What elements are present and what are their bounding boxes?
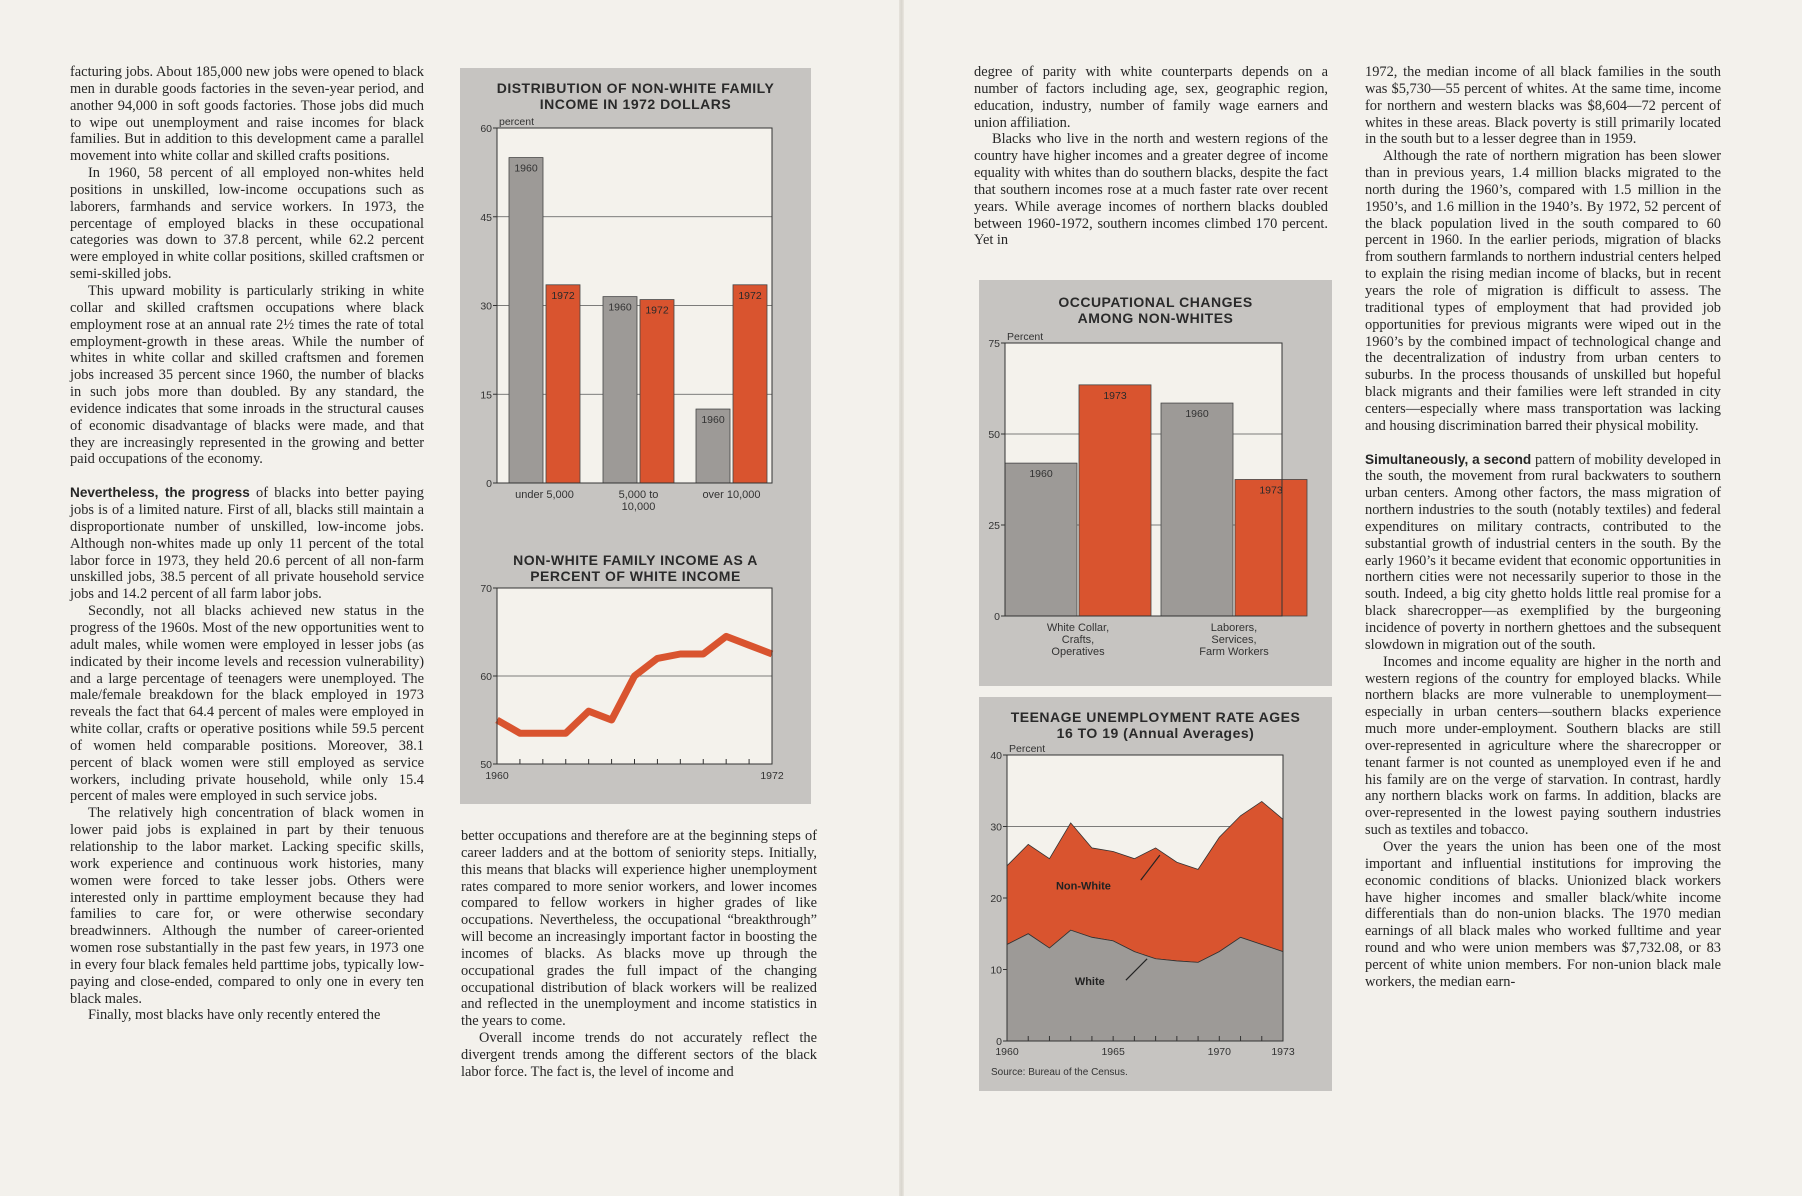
bar-label: 1960 <box>701 414 725 426</box>
bar-1972 <box>639 299 675 484</box>
bar-label: 1972 <box>551 290 575 302</box>
y-tick-label: 30 <box>990 822 1002 834</box>
label-pointer <box>1140 854 1161 881</box>
y-axis-label: percent <box>499 116 534 128</box>
paragraph: Over the years the union has been one of… <box>1365 838 1721 990</box>
category-label: Services, <box>1211 634 1256 646</box>
y-tick-label: 25 <box>988 520 1000 532</box>
y-tick-label: 20 <box>990 893 1002 905</box>
chart-title: OCCUPATIONAL CHANGES AMONG NON-WHITES <box>1058 294 1253 326</box>
x-tick-label: 1960 <box>485 770 509 782</box>
chart-panel-occupational: OCCUPATIONAL CHANGES AMONG NON-WHITES 0 2… <box>979 280 1332 686</box>
paragraph: Nevertheless, the progress of blacks int… <box>70 485 424 603</box>
category-label: 5,000 to <box>619 489 659 501</box>
paragraph: facturing jobs. About 185,000 new jobs w… <box>70 64 424 165</box>
x-tick-label: 1960 <box>995 1046 1019 1058</box>
text-column-4: 1972, the median income of all black fam… <box>1365 64 1721 991</box>
paragraph: Secondly, not all blacks achieved new st… <box>70 603 424 805</box>
y-tick-label: 45 <box>480 212 492 224</box>
bar-1960 <box>1004 462 1078 617</box>
paragraph: 1972, the median income of all black fam… <box>1365 64 1721 148</box>
category-label: Laborers, <box>1211 622 1257 634</box>
category-label: Farm Workers <box>1199 646 1269 658</box>
chart-title: NON-WHITE FAMILY INCOME AS A PERCENT OF … <box>513 552 758 584</box>
plot-border <box>496 127 773 484</box>
bar-label: 1960 <box>608 302 632 314</box>
text-column-3: degree of parity with white counterparts… <box>974 64 1328 249</box>
category-label: Crafts, <box>1062 634 1094 646</box>
paragraph: Simultaneously, a second pattern of mobi… <box>1365 451 1721 653</box>
y-tick-label: 75 <box>988 338 1000 350</box>
bar-1960 <box>695 408 731 484</box>
bar-1960 <box>1160 402 1234 617</box>
plot-border <box>496 587 773 765</box>
occupational-changes-chart: 0 25 50 75 Percent 1960 1973 White Collar,Craft… <box>988 331 1308 658</box>
teenage-unemployment-chart: 0 10 20 30 40 Percent 1960 1965 1970 1973 Non-Whit… <box>990 743 1295 1078</box>
y-tick-label: 60 <box>480 123 492 135</box>
y-tick-label: 30 <box>480 301 492 313</box>
label-pointer <box>1125 958 1148 981</box>
y-axis-label: Percent <box>1007 331 1043 343</box>
y-tick-label: 15 <box>480 389 492 401</box>
text-column-1: facturing jobs. About 185,000 new jobs w… <box>70 64 424 1024</box>
y-tick-label: 0 <box>996 1036 1002 1048</box>
category-label: 10,000 <box>622 501 656 513</box>
bar-1973 <box>1234 479 1308 617</box>
series-label-white: White <box>1075 976 1105 988</box>
y-axis-label: Percent <box>1009 743 1045 755</box>
bar-label: 1973 <box>1103 390 1127 402</box>
y-tick-label: 60 <box>480 671 492 683</box>
bar-1972 <box>545 284 581 484</box>
paragraph: In 1960, 58 percent of all employed non-… <box>70 165 424 283</box>
y-tick-label: 0 <box>994 611 1000 623</box>
chart-panel-teenage-unemployment: TEENAGE UNEMPLOYMENT RATE AGES 16 TO 19 … <box>979 697 1332 1091</box>
paragraph: Blacks who live in the north and western… <box>974 131 1328 249</box>
bar-1960 <box>602 296 638 484</box>
paragraph: Incomes and income equality are higher i… <box>1365 653 1721 839</box>
bar-1973 <box>1078 384 1152 617</box>
plot-border <box>1006 754 1284 1042</box>
chart-title: DISTRIBUTION OF NON-WHITE FAMILY INCOME … <box>496 80 775 112</box>
paragraph: better occupations and therefore are at … <box>461 828 817 1030</box>
bar-label: 1972 <box>738 290 762 302</box>
page-spine <box>899 0 904 1196</box>
plot-border <box>1004 342 1283 617</box>
bar-label: 1960 <box>1185 408 1209 420</box>
bar-1972 <box>732 284 768 484</box>
x-tick-label: 1970 <box>1208 1046 1232 1058</box>
x-tick-label: 1973 <box>1271 1046 1295 1058</box>
bar-label: 1973 <box>1259 485 1283 497</box>
run-in-heading: Nevertheless, the progress <box>70 485 250 501</box>
y-tick-label: 10 <box>990 965 1002 977</box>
category-label: White Collar, <box>1047 622 1109 634</box>
bar-label: 1960 <box>1029 468 1053 480</box>
chart-title: TEENAGE UNEMPLOYMENT RATE AGES 16 TO 19 … <box>1010 709 1301 741</box>
run-in-heading: Simultaneously, a second <box>1365 451 1532 467</box>
x-tick-label: 1965 <box>1101 1046 1125 1058</box>
bar-1960 <box>508 157 544 484</box>
bar-label: 1972 <box>645 305 669 317</box>
y-tick-label: 70 <box>480 583 492 595</box>
paragraph: The relatively high concentration of bla… <box>70 805 424 1007</box>
series-label-non-white: Non-White <box>1056 880 1111 892</box>
category-label: Operatives <box>1051 646 1105 658</box>
chart-panel-income-distribution: DISTRIBUTION OF NON-WHITE FAMILY INCOME … <box>460 68 811 804</box>
y-tick-label: 50 <box>480 759 492 771</box>
paragraph: Overall income trends do not accurately … <box>461 1030 817 1080</box>
paragraph: Although the rate of northern migration … <box>1365 148 1721 434</box>
x-tick-label: 1972 <box>760 770 784 782</box>
y-tick-label: 50 <box>988 429 1000 441</box>
paragraph: degree of parity with white counterparts… <box>974 64 1328 131</box>
income-ratio-chart: 50 60 70 1960 1972 <box>480 583 784 782</box>
y-tick-label: 0 <box>486 478 492 490</box>
category-label: under 5,000 <box>515 489 574 501</box>
y-tick-label: 40 <box>990 750 1002 762</box>
paragraph: This upward mobility is particularly str… <box>70 282 424 468</box>
text-column-2: better occupations and therefore are at … <box>461 828 817 1081</box>
paragraph: Finally, most blacks have only recently … <box>88 1007 381 1024</box>
source-note: Source: Bureau of the Census. <box>991 1067 1128 1078</box>
category-label: over 10,000 <box>702 489 760 501</box>
bar-label: 1960 <box>514 163 538 175</box>
income-distribution-chart: 0 15 30 45 60 percent 1960 1972 under 5,000 1960 1… <box>480 116 773 513</box>
